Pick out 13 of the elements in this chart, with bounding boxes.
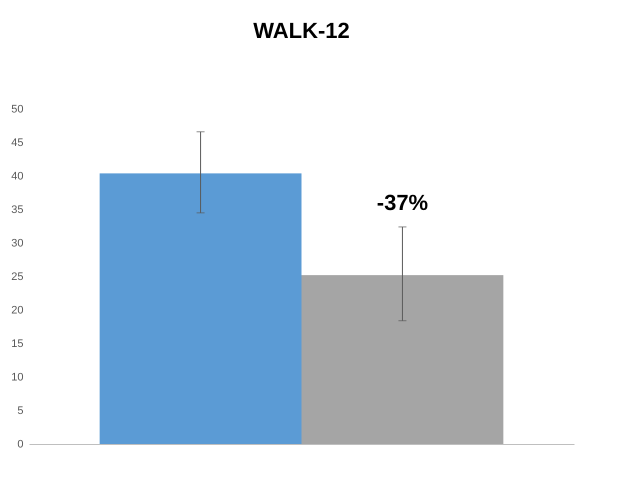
chart-title: WALK-12	[253, 18, 350, 43]
y-tick-label: 40	[11, 170, 24, 182]
y-tick-label: 30	[11, 238, 24, 250]
y-tick-label: 15	[11, 338, 24, 350]
y-tick-label: 10	[11, 372, 24, 384]
y-tick-label: 5	[17, 405, 24, 417]
y-tick-label: 35	[11, 204, 24, 216]
y-tick-label: 50	[11, 104, 24, 116]
y-tick-label: 45	[11, 137, 24, 149]
annotation: -37%	[376, 190, 428, 215]
y-tick-label: 0	[17, 438, 24, 450]
y-tick-label: 20	[11, 304, 24, 316]
y-tick-label: 25	[11, 271, 24, 283]
